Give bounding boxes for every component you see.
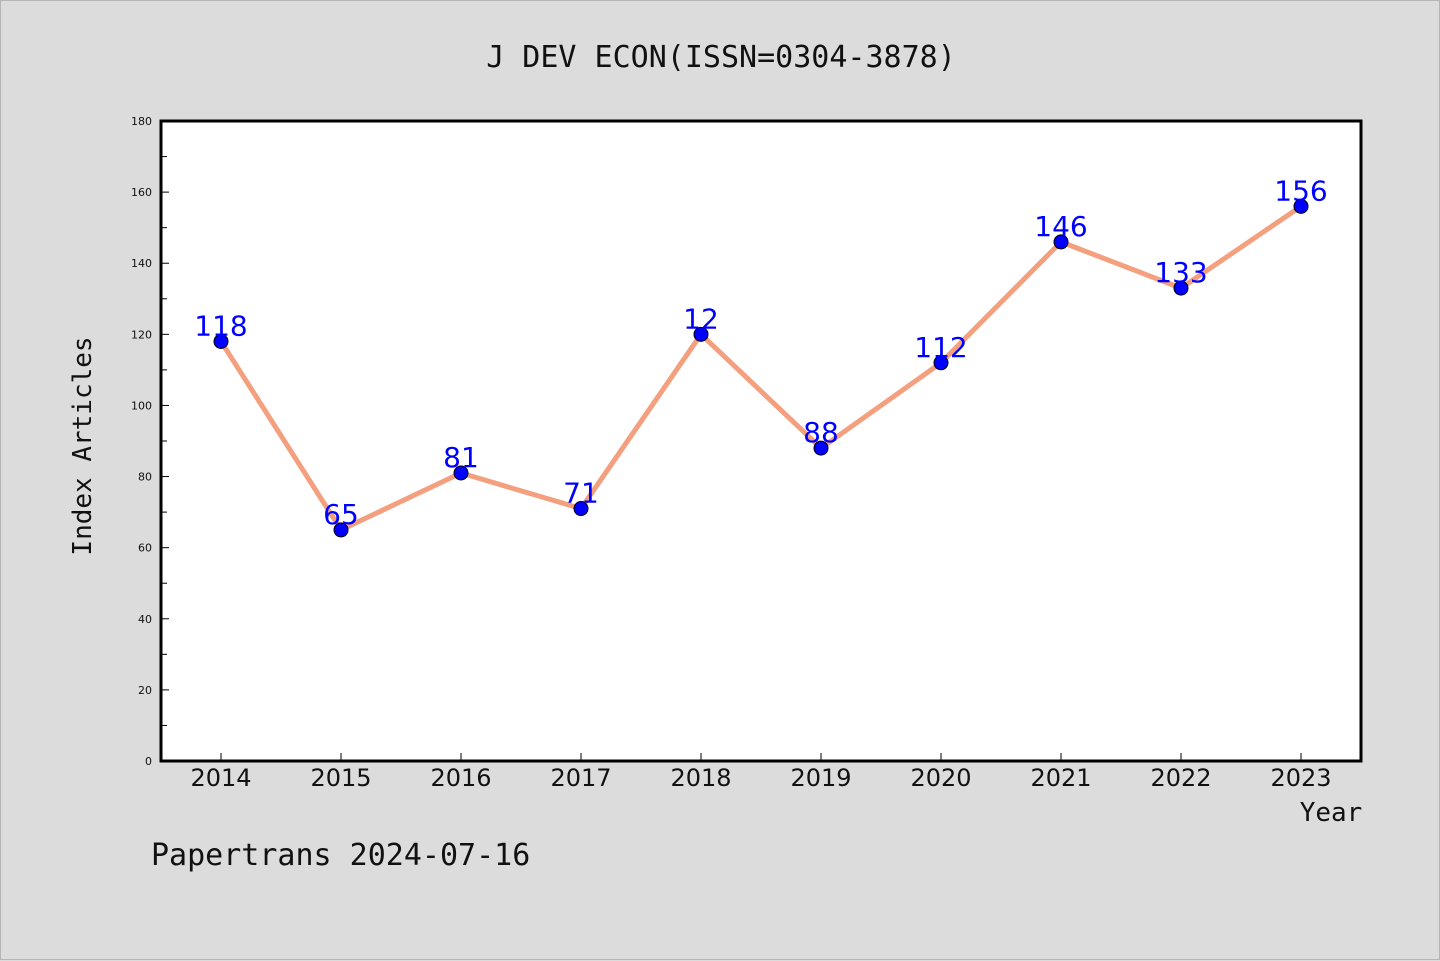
series-layer: 118 65 81 71 12 88 112 146 133 156 — [194, 174, 1328, 538]
footer-text: Papertrans 2024-07-16 — [151, 838, 530, 873]
data-label: 133 — [1154, 256, 1207, 289]
data-point — [573, 501, 589, 517]
data-point — [333, 522, 349, 538]
data-label: 65 — [323, 498, 359, 531]
x-tick-label: 2022 — [1150, 764, 1211, 792]
y-tick-label: 60 — [138, 542, 152, 555]
x-tick-label: 2020 — [910, 764, 971, 792]
data-point — [453, 465, 469, 481]
x-tick-label: 2019 — [790, 764, 851, 792]
data-label: 112 — [914, 331, 967, 364]
x-tick-label: 2017 — [550, 764, 611, 792]
data-label: 12 — [683, 302, 719, 335]
data-label: 118 — [194, 309, 247, 342]
y-tick-label: 180 — [131, 115, 152, 128]
data-point — [1173, 280, 1189, 296]
y-tick-label: 120 — [131, 328, 152, 341]
y-tick-label: 20 — [138, 684, 152, 697]
y-tick-label: 160 — [131, 186, 152, 199]
plot-frame — [159, 119, 1363, 763]
data-point — [933, 355, 949, 371]
data-point — [813, 440, 829, 456]
data-point — [1053, 234, 1069, 250]
x-tick-label: 2016 — [430, 764, 491, 792]
data-label: 156 — [1274, 174, 1327, 207]
x-tick-label: 2018 — [670, 764, 731, 792]
x-axis-ticks: 2014 2015 2016 2017 2018 2019 2020 2021 2022 2023 — [190, 753, 1332, 792]
data-point — [213, 333, 229, 349]
plot-area — [161, 121, 1361, 761]
data-label: 88 — [803, 416, 839, 449]
x-tick-label: 2015 — [310, 764, 371, 792]
x-tick-label: 2023 — [1270, 764, 1331, 792]
y-tick-label: 80 — [138, 471, 152, 484]
data-point — [1293, 198, 1309, 214]
y-tick-label: 100 — [131, 399, 152, 412]
x-axis-label: Year — [1300, 798, 1363, 828]
data-label: 146 — [1034, 210, 1087, 243]
x-tick-label: 2014 — [190, 764, 251, 792]
data-label: 81 — [443, 441, 479, 474]
y-tick-label: 0 — [145, 755, 152, 768]
data-label: 71 — [563, 477, 599, 510]
y-tick-label: 40 — [138, 613, 152, 626]
y-axis-label: Index Articles — [68, 336, 98, 555]
x-tick-label: 2021 — [1030, 764, 1091, 792]
y-tick-label: 140 — [131, 257, 152, 270]
chart-title: J DEV ECON(ISSN=0304-3878) — [486, 40, 956, 75]
data-point — [693, 326, 709, 342]
series-line — [218, 203, 1304, 533]
